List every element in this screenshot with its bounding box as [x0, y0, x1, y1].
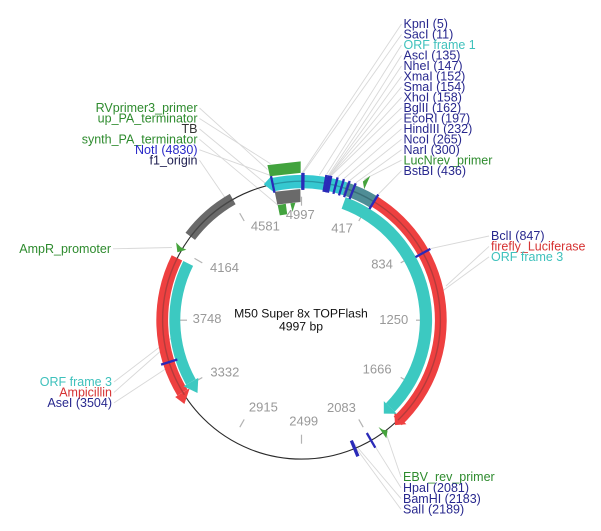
svg-text:synth_PA_terminator: synth_PA_terminator — [82, 133, 198, 147]
svg-text:ORF frame 3: ORF frame 3 — [491, 250, 563, 264]
svg-text:EBV_rev_primer: EBV_rev_primer — [403, 470, 495, 484]
svg-text:TB: TB — [182, 122, 198, 136]
svg-text:2499: 2499 — [289, 414, 318, 429]
svg-text:1250: 1250 — [379, 312, 408, 327]
svg-text:ORF frame 1: ORF frame 1 — [404, 38, 476, 52]
svg-text:4164: 4164 — [210, 260, 239, 275]
svg-text:SacI (11): SacI (11) — [404, 28, 454, 42]
svg-text:RVprimer3_primer: RVprimer3_primer — [96, 101, 198, 115]
svg-text:NarI (300): NarI (300) — [404, 143, 460, 157]
svg-text:XhoI (158): XhoI (158) — [404, 91, 462, 105]
svg-text:NheI (147): NheI (147) — [404, 59, 463, 73]
svg-text:417: 417 — [331, 221, 353, 236]
svg-text:Ampicillin: Ampicillin — [59, 386, 112, 400]
svg-text:HindIII (232): HindIII (232) — [404, 122, 473, 136]
svg-text:3332: 3332 — [210, 364, 239, 379]
svg-text:BglII (162): BglII (162) — [404, 101, 462, 115]
svg-text:SalI (2189): SalI (2189) — [403, 503, 464, 517]
svg-text:NcoI (265): NcoI (265) — [404, 133, 462, 147]
svg-text:up_PA_terminator: up_PA_terminator — [98, 112, 198, 126]
svg-text:ORF frame 3: ORF frame 3 — [40, 375, 112, 389]
svg-text:1666: 1666 — [363, 362, 392, 377]
svg-text:BstBI (436): BstBI (436) — [404, 164, 467, 178]
svg-text:BclI (847): BclI (847) — [491, 229, 545, 243]
svg-text:2083: 2083 — [327, 400, 356, 415]
svg-text:f1_origin: f1_origin — [150, 153, 198, 167]
svg-text:LucNrev_primer: LucNrev_primer — [404, 153, 493, 167]
svg-text:AmpR_promoter: AmpR_promoter — [19, 242, 111, 256]
svg-text:KpnI (5): KpnI (5) — [404, 17, 448, 31]
svg-text:834: 834 — [371, 257, 393, 272]
svg-text:4997: 4997 — [286, 207, 315, 222]
svg-text:4997 bp: 4997 bp — [279, 320, 323, 334]
svg-text:HpaI (2081): HpaI (2081) — [403, 481, 469, 495]
svg-text:4581: 4581 — [251, 218, 280, 233]
svg-text:NotI (4830): NotI (4830) — [135, 143, 198, 157]
svg-text:M50 Super 8x TOPFlash: M50 Super 8x TOPFlash — [234, 306, 368, 320]
svg-text:AseI (3504): AseI (3504) — [47, 396, 112, 410]
svg-text:AscI (135): AscI (135) — [404, 49, 461, 63]
svg-text:2915: 2915 — [249, 399, 278, 414]
svg-text:XmaI (152): XmaI (152) — [404, 70, 466, 84]
svg-text:EcoRI (197): EcoRI (197) — [404, 112, 471, 126]
svg-text:firefly_Luciferase: firefly_Luciferase — [491, 240, 586, 254]
svg-text:3748: 3748 — [193, 311, 222, 326]
svg-text:SmaI (154): SmaI (154) — [404, 80, 466, 94]
svg-text:BamHI (2183): BamHI (2183) — [403, 492, 481, 506]
